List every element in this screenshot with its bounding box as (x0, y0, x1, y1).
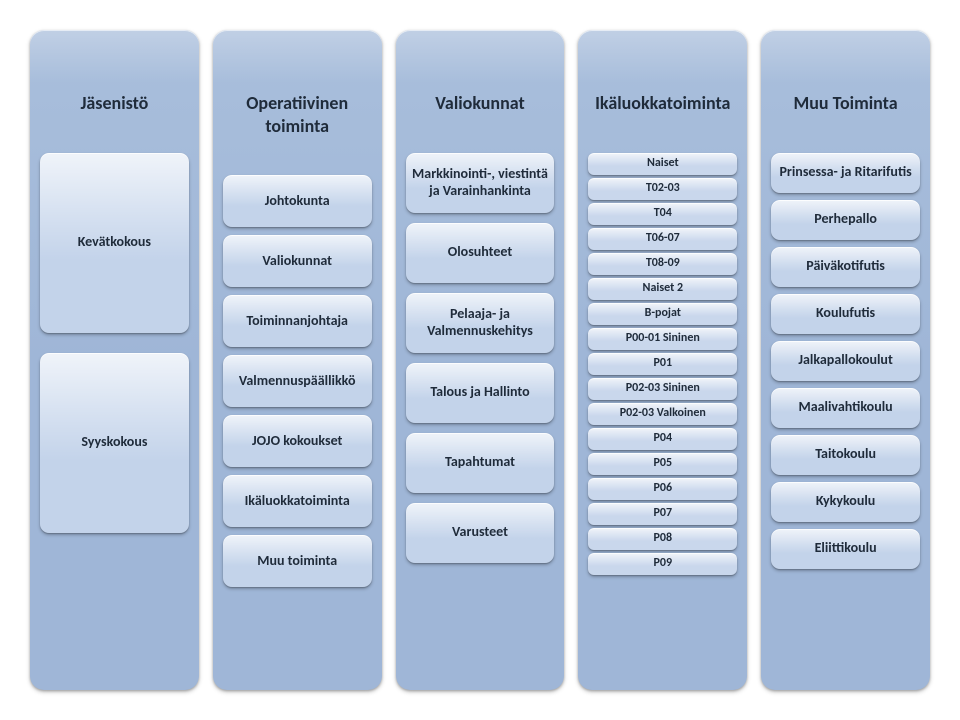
item-valiokunnat-2: Pelaaja- ja Valmennuskehitys (406, 293, 555, 353)
item-valiokunnat-0: Markkinointi-, viestintä ja Varainhankin… (406, 153, 555, 213)
column-items-valiokunnat: Markkinointi-, viestintä ja Varainhankin… (406, 145, 555, 677)
column-title-ikaluokka: Ikäluokkatoiminta (588, 42, 737, 145)
column-title-operatiivinen: Operatiivinen toiminta (223, 42, 372, 167)
item-operatiivinen-1: Valiokunnat (223, 235, 372, 287)
item-muu-4: Jalkapallokoulut (771, 341, 920, 381)
item-ikaluokka-2: T04 (588, 203, 737, 225)
item-operatiivinen-5: Ikäluokkatoiminta (223, 475, 372, 527)
item-ikaluokka-0: Naiset (588, 153, 737, 175)
column-items-ikaluokka: Naiset T02-03 T04 T06-07 T08-09 Naiset 2 B-poj… (588, 145, 737, 677)
item-ikaluokka-5: Naiset 2 (588, 278, 737, 300)
item-operatiivinen-6: Muu toiminta (223, 535, 372, 587)
item-jasenisto-0: Kevätkokous (40, 153, 189, 333)
column-items-muu: Prinsessa- ja Ritarifutis Perhepallo Päivä… (771, 145, 920, 677)
column-title-muu: Muu Toiminta (771, 42, 920, 145)
column-muu: Muu Toiminta Prinsessa- ja Ritarifutis Per… (761, 30, 930, 690)
item-ikaluokka-8: P01 (588, 353, 737, 375)
item-muu-0: Prinsessa- ja Ritarifutis (771, 153, 920, 193)
item-ikaluokka-13: P06 (588, 478, 737, 500)
item-ikaluokka-1: T02-03 (588, 178, 737, 200)
item-valiokunnat-1: Olosuhteet (406, 223, 555, 283)
org-board: JäsenistöKevätkokousSyyskokousOperatiivi… (30, 30, 930, 690)
column-title-jasenisto: Jäsenistö (40, 42, 189, 145)
item-valiokunnat-3: Talous ja Hallinto (406, 363, 555, 423)
item-ikaluokka-15: P08 (588, 528, 737, 550)
item-ikaluokka-4: T08-09 (588, 253, 737, 275)
item-valiokunnat-5: Varusteet (406, 503, 555, 563)
item-operatiivinen-4: JOJO kokoukset (223, 415, 372, 467)
item-operatiivinen-0: Johtokunta (223, 175, 372, 227)
item-ikaluokka-14: P07 (588, 503, 737, 525)
item-muu-7: Kykykoulu (771, 482, 920, 522)
item-jasenisto-1: Syyskokous (40, 353, 189, 533)
column-operatiivinen: Operatiivinen toiminta Johtokunta Valiokun… (213, 30, 382, 690)
item-muu-3: Koulufutis (771, 294, 920, 334)
column-items-jasenisto: Kevätkokous Syyskokous (40, 145, 189, 677)
item-ikaluokka-3: T06-07 (588, 228, 737, 250)
item-ikaluokka-6: B-pojat (588, 303, 737, 325)
column-jasenisto: JäsenistöKevätkokous Syyskokous (30, 30, 199, 690)
item-operatiivinen-3: Valmennuspäällikkö (223, 355, 372, 407)
item-muu-1: Perhepallo (771, 200, 920, 240)
item-ikaluokka-7: P00-01 Sininen (588, 328, 737, 350)
item-muu-8: Eliittikoulu (771, 529, 920, 569)
item-ikaluokka-12: P05 (588, 453, 737, 475)
item-ikaluokka-9: P02-03 Sininen (588, 378, 737, 400)
item-muu-2: Päiväkotifutis (771, 247, 920, 287)
item-ikaluokka-11: P04 (588, 428, 737, 450)
column-valiokunnat: Valiokunnat Markkinointi-, viestintä ja V… (396, 30, 565, 690)
column-items-operatiivinen: Johtokunta Valiokunnat Toiminnanjohtaja Val… (223, 167, 372, 676)
item-muu-5: Maalivahtikoulu (771, 388, 920, 428)
item-operatiivinen-2: Toiminnanjohtaja (223, 295, 372, 347)
item-ikaluokka-16: P09 (588, 553, 737, 575)
item-muu-6: Taitokoulu (771, 435, 920, 475)
item-valiokunnat-4: Tapahtumat (406, 433, 555, 493)
item-ikaluokka-10: P02-03 Valkoinen (588, 403, 737, 425)
column-ikaluokka: Ikäluokkatoiminta Naiset T02-03 T04 T06-07 T0… (578, 30, 747, 690)
column-title-valiokunnat: Valiokunnat (406, 42, 555, 145)
